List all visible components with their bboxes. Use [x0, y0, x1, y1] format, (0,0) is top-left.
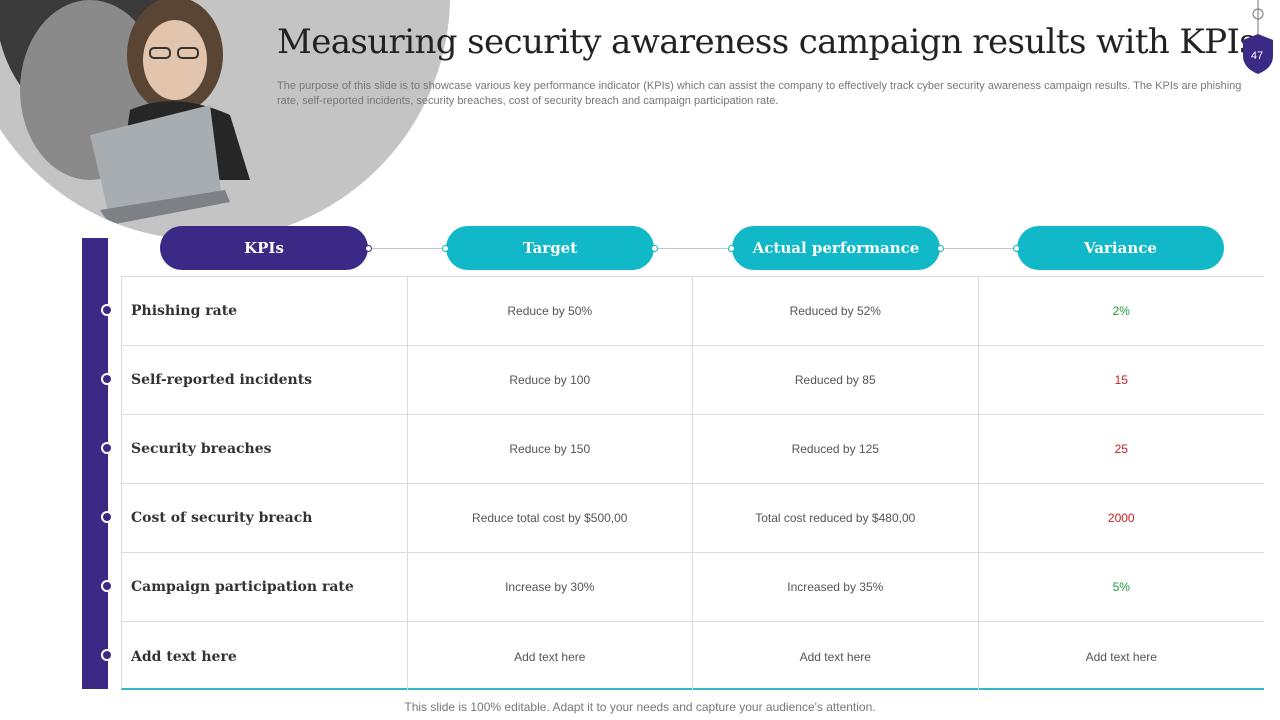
- kpi-name: Add text here: [122, 622, 408, 691]
- table-row: Security breaches Reduce by 150 Reduced …: [122, 415, 1264, 484]
- header-connector: [368, 248, 448, 249]
- row-marker-dot: [101, 580, 113, 592]
- variance-value: 2%: [1112, 304, 1130, 318]
- target-value: Increase by 30%: [408, 553, 694, 621]
- kpi-name: Campaign participation rate: [122, 553, 408, 621]
- connector-dot: [728, 245, 735, 252]
- column-header-target: Target: [446, 226, 654, 270]
- connector-dot: [365, 245, 372, 252]
- page-title: Measuring security awareness campaign re…: [277, 22, 1257, 62]
- row-marker-dot: [101, 649, 113, 661]
- actual-value: Increased by 35%: [693, 553, 979, 621]
- variance-value: 5%: [1112, 580, 1130, 594]
- header-connector: [654, 248, 734, 249]
- connector-dot: [651, 245, 658, 252]
- connector-dot: [937, 245, 944, 252]
- actual-value: Reduced by 125: [693, 415, 979, 483]
- kpi-table: Phishing rate Reduce by 50% Reduced by 5…: [121, 276, 1264, 691]
- row-marker-dot: [101, 304, 113, 316]
- header-connector: [940, 248, 1020, 249]
- row-marker-dot: [101, 511, 113, 523]
- table-row: Add text here Add text here Add text her…: [122, 622, 1264, 691]
- page-description: The purpose of this slide is to showcase…: [277, 80, 1242, 107]
- column-header-variance: Variance: [1017, 226, 1224, 270]
- table-row: Cost of security breach Reduce total cos…: [122, 484, 1264, 553]
- hero-photo: [0, 0, 450, 240]
- kpi-name: Self-reported incidents: [122, 346, 408, 414]
- table-row: Self-reported incidents Reduce by 100 Re…: [122, 346, 1264, 415]
- table-row: Campaign participation rate Increase by …: [122, 553, 1264, 622]
- column-header-kpis: KPIs: [160, 226, 368, 270]
- row-marker-dot: [101, 442, 113, 454]
- actual-value: Total cost reduced by $480,00: [693, 484, 979, 552]
- variance-value: 25: [1114, 442, 1128, 456]
- variance-value: Add text here: [1085, 649, 1157, 664]
- row-marker-dot: [101, 373, 113, 385]
- variance-value: 2000: [1107, 511, 1135, 525]
- target-value: Reduce by 100: [408, 346, 694, 414]
- slide-number: 47: [1250, 50, 1264, 62]
- target-value: Add text here: [408, 622, 694, 691]
- photo-illustration: [0, 0, 450, 240]
- table-row: Phishing rate Reduce by 50% Reduced by 5…: [122, 277, 1264, 346]
- slide-number-shield-icon: [1243, 0, 1273, 74]
- footer-note: This slide is 100% editable. Adapt it to…: [404, 700, 876, 714]
- actual-value: Add text here: [693, 622, 979, 691]
- kpi-name: Cost of security breach: [122, 484, 408, 552]
- kpi-name: Security breaches: [122, 415, 408, 483]
- actual-value: Reduced by 52%: [693, 277, 979, 345]
- target-value: Reduce by 50%: [408, 277, 694, 345]
- kpi-name: Phishing rate: [122, 277, 408, 345]
- connector-dot: [442, 245, 449, 252]
- variance-value: 15: [1114, 373, 1128, 387]
- column-header-actual-performance: Actual performance: [732, 226, 940, 270]
- target-value: Reduce total cost by $500,00: [408, 484, 694, 552]
- target-value: Reduce by 150: [408, 415, 694, 483]
- connector-dot: [1013, 245, 1020, 252]
- actual-value: Reduced by 85: [693, 346, 979, 414]
